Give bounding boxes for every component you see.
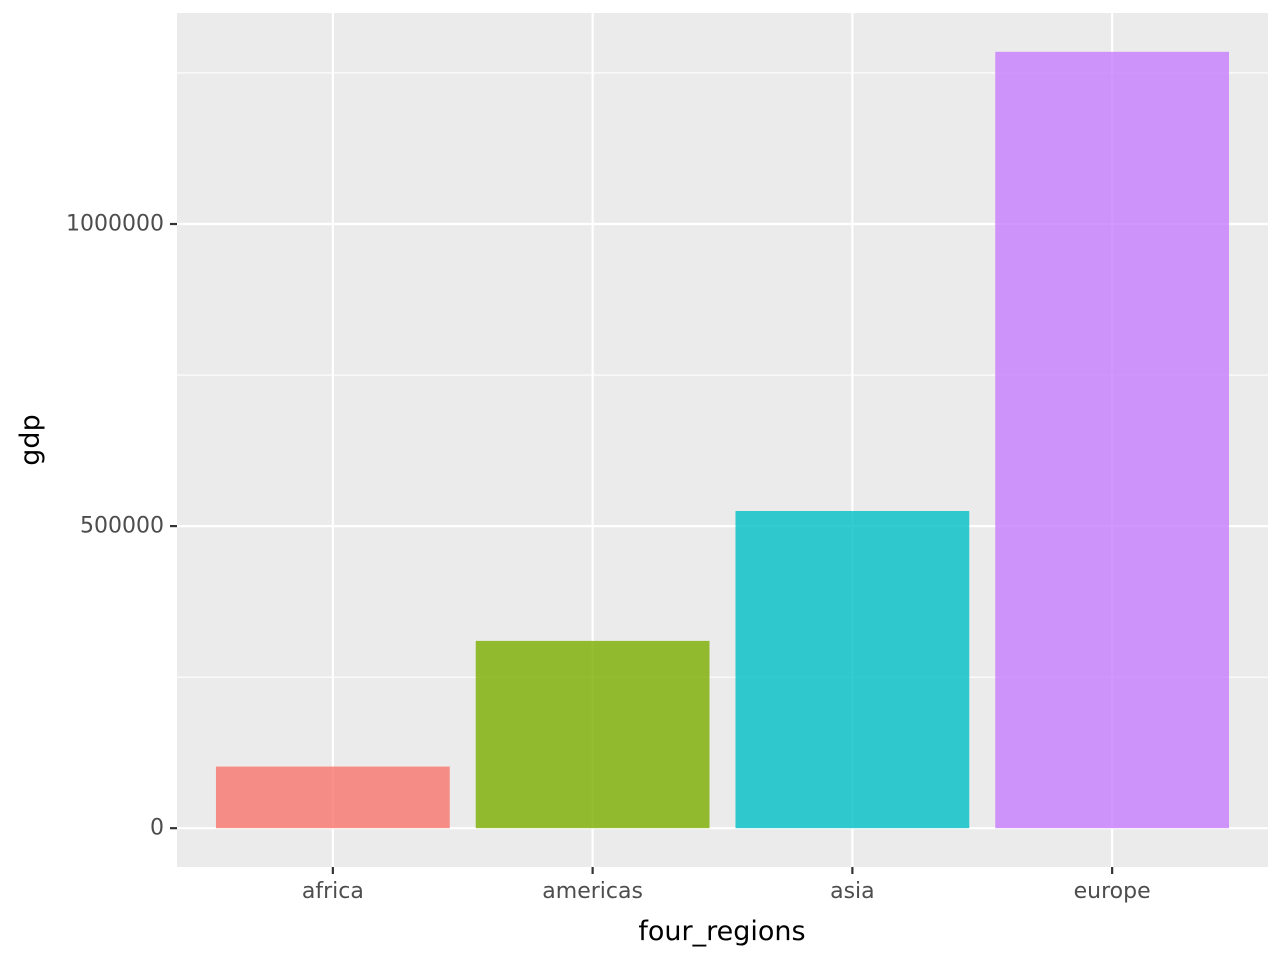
x-axis-title: four_regions — [638, 916, 805, 947]
y-axis-title: gdp — [15, 414, 46, 465]
bars — [215, 51, 1230, 829]
y-tick-label: 0 — [150, 816, 164, 841]
x-axis: africa americas asia europe — [302, 867, 1151, 904]
x-tick-label: europe — [1074, 879, 1151, 904]
x-tick-label: americas — [542, 879, 643, 904]
x-tick-label: asia — [830, 879, 875, 904]
y-tick-label: 1000000 — [66, 212, 164, 237]
bar-europe — [995, 51, 1230, 829]
bar-africa — [215, 766, 450, 829]
y-axis: 0 500000 1000000 — [66, 212, 177, 841]
x-tick-label: africa — [302, 879, 364, 904]
bar-americas — [475, 640, 710, 829]
bar-asia — [735, 510, 970, 829]
y-tick-label: 500000 — [80, 514, 164, 539]
